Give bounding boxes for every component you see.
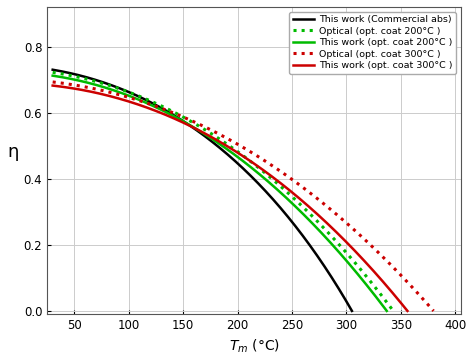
This work (opt. coat 300°C ) [405,309,410,313]
This work (opt. coat 200°C ) [173,115,179,119]
This work (opt. coat 300°C ) [303,202,309,206]
Line: Optical (opt. coat 300°C ): Optical (opt. coat 300°C ) [53,82,434,311]
This work (Commercial abs) [170,112,175,117]
Line: This work (opt. coat 300°C ): This work (opt. coat 300°C ) [53,85,408,311]
Optical (opt. coat 300°C ) [163,108,168,112]
Line: This work (opt. coat 200°C ): This work (opt. coat 200°C ) [53,76,387,311]
Optical (opt. coat 300°C ) [278,169,284,174]
This work (opt. coat 300°C ) [90,90,95,94]
This work (opt. coat 300°C ) [301,200,307,204]
Optical (opt. coat 300°C ) [50,80,55,84]
Optical (opt. coat 300°C ) [90,86,96,90]
This work (opt. coat 200°C ) [384,309,390,313]
Optical (opt. coat 300°C ) [315,197,321,202]
This work (opt. coat 200°C ) [50,73,55,78]
Optical (opt. coat 200°C ) [256,166,262,170]
This work (Commercial abs) [86,76,91,80]
This work (Commercial abs) [241,167,246,171]
Optical (opt. coat 300°C ) [431,309,437,313]
This work (Commercial abs) [50,68,55,72]
This work (opt. coat 200°C ) [86,81,91,85]
Optical (opt. coat 200°C ) [391,309,396,313]
Optical (opt. coat 300°C ) [318,199,323,203]
Optical (opt. coat 200°C ) [289,194,295,199]
Optical (opt. coat 300°C ) [189,118,194,123]
Y-axis label: η: η [7,143,18,161]
This work (opt. coat 200°C ) [284,196,290,201]
Optical (opt. coat 200°C ) [175,112,181,117]
This work (Commercial abs) [349,309,355,313]
This work (opt. coat 200°C ) [252,168,257,172]
X-axis label: $T_m$ (°C): $T_m$ (°C) [228,338,280,355]
Legend: This work (Commercial abs), Optical (opt. coat 200°C ), This work (opt. coat 200: This work (Commercial abs), Optical (opt… [290,12,456,73]
This work (opt. coat 200°C ) [286,198,292,202]
Optical (opt. coat 200°C ) [86,77,92,82]
Optical (opt. coat 200°C ) [291,196,296,200]
This work (Commercial abs) [270,197,276,202]
This work (opt. coat 200°C ) [150,104,156,108]
Optical (opt. coat 200°C ) [152,101,157,105]
Line: This work (Commercial abs): This work (Commercial abs) [53,70,352,311]
This work (Commercial abs) [269,195,274,200]
Line: Optical (opt. coat 200°C ): Optical (opt. coat 200°C ) [53,72,393,311]
This work (opt. coat 300°C ) [184,122,190,126]
This work (opt. coat 300°C ) [160,111,165,116]
This work (Commercial abs) [148,100,154,105]
This work (opt. coat 300°C ) [50,83,55,88]
Optical (opt. coat 200°C ) [50,70,55,75]
This work (opt. coat 300°C ) [267,173,273,177]
